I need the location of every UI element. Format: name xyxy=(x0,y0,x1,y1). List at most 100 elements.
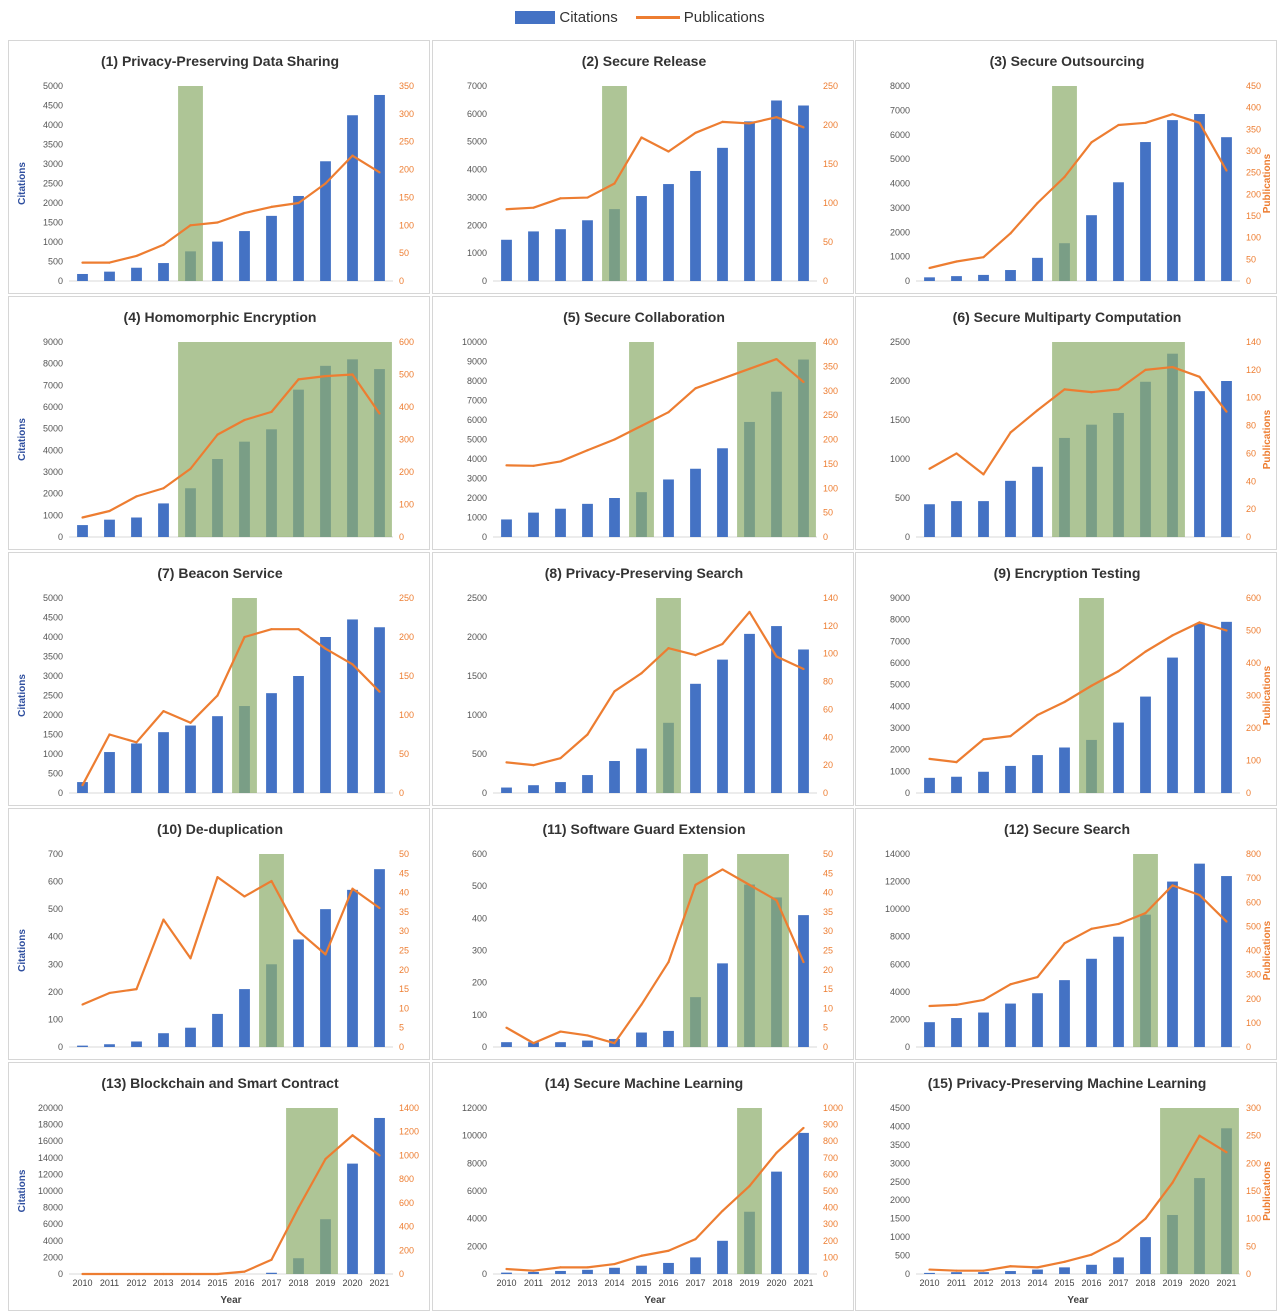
y2-tick-label: 30 xyxy=(823,926,833,936)
y2-tick-label: 100 xyxy=(399,710,414,720)
x-tick-label: 2019 xyxy=(1162,1278,1182,1288)
citation-bar xyxy=(158,732,169,793)
y2-tick-label: 200 xyxy=(1246,189,1261,199)
y2-tick-label: 10 xyxy=(823,1003,833,1013)
y2-tick-label: 600 xyxy=(399,1198,414,1208)
y2-tick-label: 100 xyxy=(1246,393,1261,403)
publication-point xyxy=(216,694,219,697)
highlight-band xyxy=(178,86,203,281)
publication-point xyxy=(1144,650,1147,653)
publication-point xyxy=(1171,113,1174,116)
citation-bar xyxy=(1005,270,1016,281)
citation-bar xyxy=(1194,863,1205,1047)
y-tick-label: 12000 xyxy=(462,1103,487,1113)
citation-bar xyxy=(555,508,566,537)
y2-tick-label: 0 xyxy=(823,788,828,798)
citation-bar xyxy=(1059,1267,1070,1274)
y2-tick-label: 250 xyxy=(399,137,414,147)
y-tick-label: 12000 xyxy=(885,877,910,887)
y-tick-label: 100 xyxy=(48,1014,63,1024)
x-tick-label: 2020 xyxy=(1189,1278,1209,1288)
publication-point xyxy=(748,367,751,370)
y-tick-label: 0 xyxy=(58,276,63,286)
y2-tick-label: 120 xyxy=(823,621,838,631)
y-tick-label: 4000 xyxy=(467,454,487,464)
publication-point xyxy=(1009,1265,1012,1268)
publication-point xyxy=(1171,884,1174,887)
y2-tick-label: 200 xyxy=(399,165,414,175)
y-tick-label: 6000 xyxy=(43,1219,63,1229)
publication-point xyxy=(324,647,327,650)
citation-bar xyxy=(1194,391,1205,537)
y-tick-label: 9000 xyxy=(467,357,487,367)
chart-panel: (5) Secure Collaboration 0 1000 2000 3000 400… xyxy=(432,296,854,550)
y2-tick-label: 0 xyxy=(823,276,828,286)
publication-point xyxy=(1117,388,1120,391)
x-tick-label: 2017 xyxy=(685,1278,705,1288)
publication-point xyxy=(135,988,138,991)
y-tick-label: 500 xyxy=(48,257,63,267)
publication-point xyxy=(613,690,616,693)
citation-bar xyxy=(717,147,728,281)
highlight-band xyxy=(1133,854,1158,1047)
chart-panel: (2) Secure Release 0 1000 2000 3000 4000 5000 6… xyxy=(432,40,854,294)
publication-point xyxy=(1090,1253,1093,1256)
publication-point xyxy=(270,879,273,883)
publication-point xyxy=(1036,201,1039,205)
citation-bar xyxy=(771,626,782,793)
publication-point xyxy=(505,1267,508,1271)
y-tick-label: 0 xyxy=(482,532,487,542)
publication-point xyxy=(559,1266,562,1269)
y-tick-label: 4000 xyxy=(467,165,487,175)
y2-tick-label: 300 xyxy=(399,109,414,119)
y-tick-label: 7000 xyxy=(467,81,487,91)
y-tick-label: 5000 xyxy=(890,680,910,690)
chart-title: (3) Secure Outsourcing xyxy=(990,53,1145,69)
y-tick-label: 4000 xyxy=(890,987,910,997)
highlight-band xyxy=(683,854,708,1047)
citation-bar xyxy=(320,637,331,793)
y-axis-title: Citations xyxy=(17,674,28,717)
x-tick-label: 2017 xyxy=(1108,1278,1128,1288)
citation-bar xyxy=(582,1040,593,1047)
publication-point xyxy=(748,883,751,886)
x-tick-label: 2010 xyxy=(496,1278,516,1288)
publication-point xyxy=(748,1184,751,1188)
y2-axis-title: Publications xyxy=(1262,409,1273,469)
chart-panel: (8) Privacy-Preserving Search 0 500 1000 150… xyxy=(432,552,854,806)
x-tick-label: 2012 xyxy=(550,1278,570,1288)
x-tick-label: 2021 xyxy=(369,1278,389,1288)
y-axis-title: Citations xyxy=(17,162,28,205)
publication-point xyxy=(505,761,508,764)
citation-bar xyxy=(501,1272,512,1274)
y2-tick-label: 250 xyxy=(399,593,414,603)
y2-tick-label: 200 xyxy=(399,1245,414,1255)
y2-tick-label: 100 xyxy=(1246,756,1261,766)
citation-bar xyxy=(690,683,701,793)
chart-svg: (7) Beacon Service0500100015002000250030… xyxy=(17,565,414,798)
y2-tick-label: 200 xyxy=(1246,994,1261,1004)
y-tick-label: 200 xyxy=(472,978,487,988)
publication-point xyxy=(324,182,327,185)
y2-tick-label: 150 xyxy=(823,459,838,469)
publication-point xyxy=(1036,1266,1039,1269)
publication-point xyxy=(928,1268,931,1271)
y-tick-label: 1000 xyxy=(43,510,63,520)
y2-tick-label: 80 xyxy=(823,677,833,687)
chart-title: (12) Secure Search xyxy=(1004,821,1130,837)
y2-tick-label: 1200 xyxy=(399,1127,419,1137)
y-tick-label: 2000 xyxy=(890,745,910,755)
y-tick-label: 0 xyxy=(905,532,910,542)
y2-tick-label: 150 xyxy=(1246,211,1261,221)
publications-line xyxy=(505,868,805,1045)
y-tick-label: 6000 xyxy=(467,1186,487,1196)
x-tick-label: 2011 xyxy=(947,1278,966,1288)
y2-tick-label: 100 xyxy=(1246,233,1261,243)
x-tick-label: 2016 xyxy=(234,1278,254,1288)
y2-tick-label: 35 xyxy=(399,907,409,917)
publication-point xyxy=(640,1003,643,1006)
chart-panel: (3) Secure Outsourcing 0 1000 2000 3000 4000 5… xyxy=(855,40,1277,294)
citation-bar xyxy=(1005,765,1016,793)
publications-line xyxy=(506,357,805,467)
publication-point xyxy=(324,375,327,378)
